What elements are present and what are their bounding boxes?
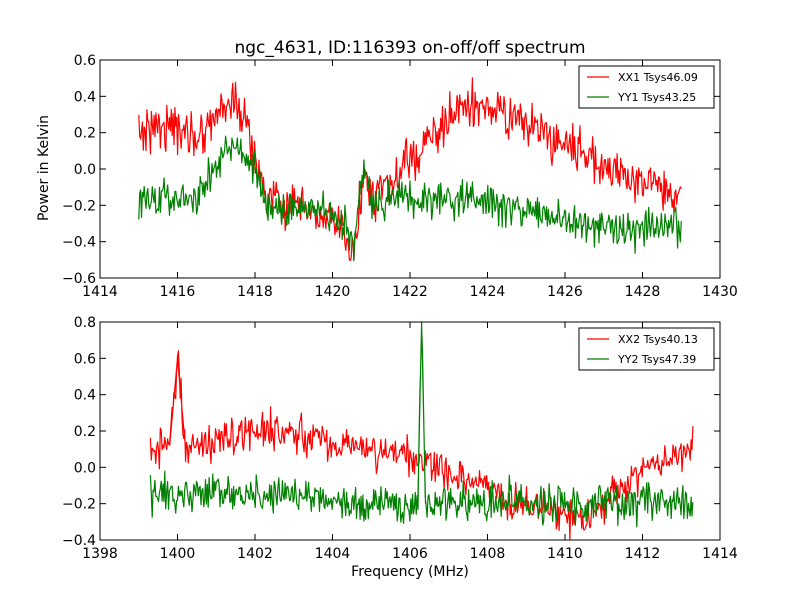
x-tick-label: 1400 xyxy=(160,546,196,562)
y-tick-label: −0.4 xyxy=(62,235,96,251)
series-line-1 xyxy=(149,350,694,541)
y-tick-label: −0.6 xyxy=(62,271,96,287)
y-tick-label: 0.8 xyxy=(74,315,96,331)
x-tick-label: 1418 xyxy=(237,284,273,300)
y-axis-label: Power in Kelvin xyxy=(36,115,52,221)
y-tick-label: 0.2 xyxy=(74,126,96,142)
y-tick-label: −0.4 xyxy=(62,533,96,549)
x-tick-label: 1410 xyxy=(547,546,583,562)
x-tick-label: 1420 xyxy=(315,284,351,300)
legend: XX1 Tsys46.09 YY1 Tsys43.25 xyxy=(578,65,715,109)
bottom-panel: 1398 1400 1402 1404 1406 1408 1410 1412 1414 0.8 0… xyxy=(62,315,738,562)
y-tick-label: 0.0 xyxy=(74,162,96,178)
x-tick-label: 1406 xyxy=(392,546,428,562)
legend-label: XX1 Tsys46.09 xyxy=(618,71,698,84)
series-line-2 xyxy=(138,135,682,262)
legend: XX2 Tsys40.13 YY2 Tsys47.39 xyxy=(578,327,715,371)
legend-box xyxy=(578,65,715,109)
y-tick-label: 0.6 xyxy=(74,53,96,69)
y-tick-label: −0.2 xyxy=(62,497,96,513)
x-tick-label: 1404 xyxy=(315,546,351,562)
legend-label: YY2 Tsys47.39 xyxy=(617,353,696,366)
x-tick-label: 1408 xyxy=(470,546,506,562)
legend-label: YY1 Tsys43.25 xyxy=(617,91,696,104)
x-tick-label: 1430 xyxy=(702,284,738,300)
x-tick-label: 1428 xyxy=(625,284,661,300)
y-tick-label: −0.2 xyxy=(62,198,96,214)
y-tick-label: 0.4 xyxy=(74,89,96,105)
x-tick-label: 1402 xyxy=(237,546,273,562)
x-tick-label: 1398 xyxy=(82,546,118,562)
x-tick-label: 1414 xyxy=(702,546,738,562)
series-line-1 xyxy=(138,77,682,262)
x-axis-label: Frequency (MHz) xyxy=(351,564,469,580)
legend-label: XX2 Tsys40.13 xyxy=(618,333,698,346)
legend-box xyxy=(578,327,715,371)
x-tick-label: 1414 xyxy=(82,284,118,300)
x-tick-label: 1416 xyxy=(160,284,196,300)
x-tick-label: 1422 xyxy=(392,284,428,300)
y-tick-label: 0.0 xyxy=(74,460,96,476)
x-tick-label: 1412 xyxy=(625,546,661,562)
x-tick-label: 1424 xyxy=(470,284,506,300)
top-panel: 1414 1416 1418 1420 1422 1424 1426 1428 1430 0.6 0… xyxy=(62,53,738,300)
y-tick-label: 0.4 xyxy=(74,388,96,404)
chart-title: ngc_4631, ID:116393 on-off/off spectrum xyxy=(234,38,585,58)
y-tick-label: 0.6 xyxy=(74,351,96,367)
x-tick-label: 1426 xyxy=(547,284,583,300)
y-tick-label: 0.2 xyxy=(74,424,96,440)
